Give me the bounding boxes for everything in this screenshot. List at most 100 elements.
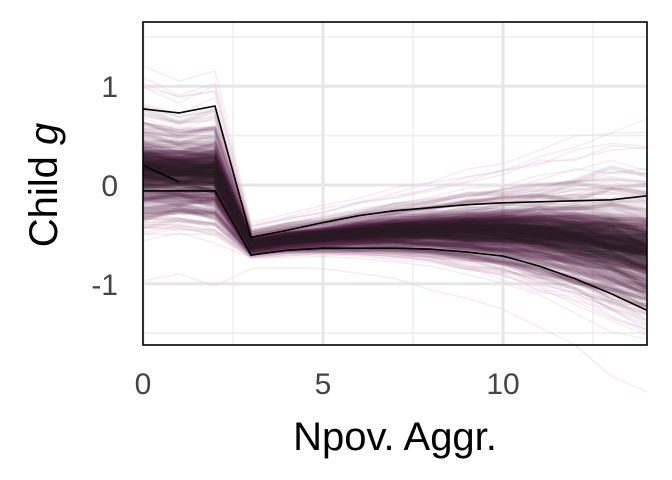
bundle-line	[142, 120, 648, 237]
bundle-line	[142, 159, 648, 250]
bundle-line	[142, 136, 648, 242]
envelope-lower-line	[143, 190, 648, 312]
envelope-lines	[142, 105, 648, 312]
bundle-line	[142, 182, 648, 272]
bundle-line	[142, 180, 648, 268]
bundle-line	[143, 152, 648, 243]
bundle-line	[142, 195, 648, 291]
bundle-line	[142, 159, 648, 257]
bundle-line	[142, 187, 648, 288]
bundle-line	[142, 198, 648, 295]
bundle-line	[142, 135, 648, 242]
bundle-line	[142, 169, 648, 261]
bundle-line	[142, 155, 648, 245]
bundle-line	[142, 165, 648, 253]
bundle-line	[142, 180, 648, 271]
bundle-line	[142, 158, 648, 246]
bundle-line	[142, 126, 648, 238]
bundle-line	[142, 165, 648, 249]
y-tick-label: -1	[91, 269, 118, 302]
bundle-line	[142, 125, 648, 237]
bundle-line	[142, 142, 648, 241]
bundle-line	[142, 197, 648, 300]
bundle-line	[142, 162, 648, 248]
bundle-line	[142, 148, 648, 240]
bundle-line	[142, 148, 648, 242]
bundle-line	[142, 162, 648, 244]
bundle-line	[142, 170, 648, 254]
bundle-line	[142, 157, 648, 244]
bundle-line	[142, 173, 648, 264]
bundle-line	[142, 225, 648, 330]
bundle-line	[142, 158, 648, 244]
bundle-line	[142, 173, 648, 272]
bundle-line	[142, 152, 648, 242]
bundle-line	[142, 182, 648, 271]
bundle-line	[142, 187, 649, 290]
bundle-line	[142, 166, 648, 251]
bundle-line	[142, 163, 648, 255]
bundle-line	[142, 178, 648, 268]
bundle-line	[142, 172, 648, 256]
bundle-line	[142, 161, 648, 247]
bundle-line	[142, 190, 648, 285]
bundle-line	[142, 176, 648, 274]
bundle-line	[142, 172, 648, 262]
bundle-line	[142, 121, 648, 237]
bundle-line	[142, 156, 648, 244]
bundle-line	[142, 157, 648, 250]
bundle-line	[142, 193, 648, 279]
bundle-line	[142, 210, 648, 301]
bundle-line	[142, 185, 648, 290]
bundle-line	[142, 163, 648, 260]
bundle-line	[142, 173, 648, 270]
bundle-line	[142, 169, 648, 250]
bundle-line	[142, 176, 648, 270]
bundle-line	[142, 204, 648, 311]
y-tick-label: 1	[101, 71, 118, 104]
bundle-line	[142, 204, 648, 302]
bundle-line	[142, 223, 648, 317]
bundle-line	[142, 122, 648, 237]
bundle-line	[142, 152, 648, 244]
bundle-line	[142, 171, 648, 263]
bundle-line	[142, 182, 648, 272]
bundle-line	[142, 153, 648, 243]
bundle-line	[142, 167, 648, 259]
bundle-line	[142, 163, 648, 247]
line-bundle	[142, 65, 649, 393]
bundle-line	[142, 143, 648, 242]
bundle-line	[142, 151, 648, 244]
bundle-line	[142, 165, 648, 248]
bundle-line	[142, 148, 648, 243]
bundle-line	[142, 150, 648, 244]
bundle-line	[142, 228, 648, 333]
bundle-line	[142, 168, 648, 250]
plot-frame	[142, 21, 648, 346]
bundle-line	[142, 169, 648, 257]
bundle-line	[142, 163, 648, 246]
bundle-line	[142, 167, 648, 250]
bundle-line	[142, 198, 648, 297]
bundle-line	[142, 141, 648, 240]
bundle-line	[142, 156, 648, 243]
bundle-line	[142, 173, 648, 257]
bundle-line	[142, 181, 648, 276]
bundle-line	[142, 173, 648, 264]
bundle-line	[142, 152, 648, 244]
bundle-line	[142, 166, 648, 247]
bundle-line	[142, 150, 648, 244]
bundle-line	[142, 169, 648, 262]
bundle-line	[142, 215, 648, 315]
bundle-line	[142, 149, 648, 242]
bundle-line	[142, 174, 648, 272]
bundle-line	[142, 190, 648, 297]
bundle-line	[142, 172, 648, 261]
bundle-line	[142, 166, 648, 261]
bundle-line	[142, 153, 648, 243]
bundle-line	[142, 187, 648, 278]
bundle-line	[142, 168, 648, 258]
bundle-line	[142, 121, 648, 235]
